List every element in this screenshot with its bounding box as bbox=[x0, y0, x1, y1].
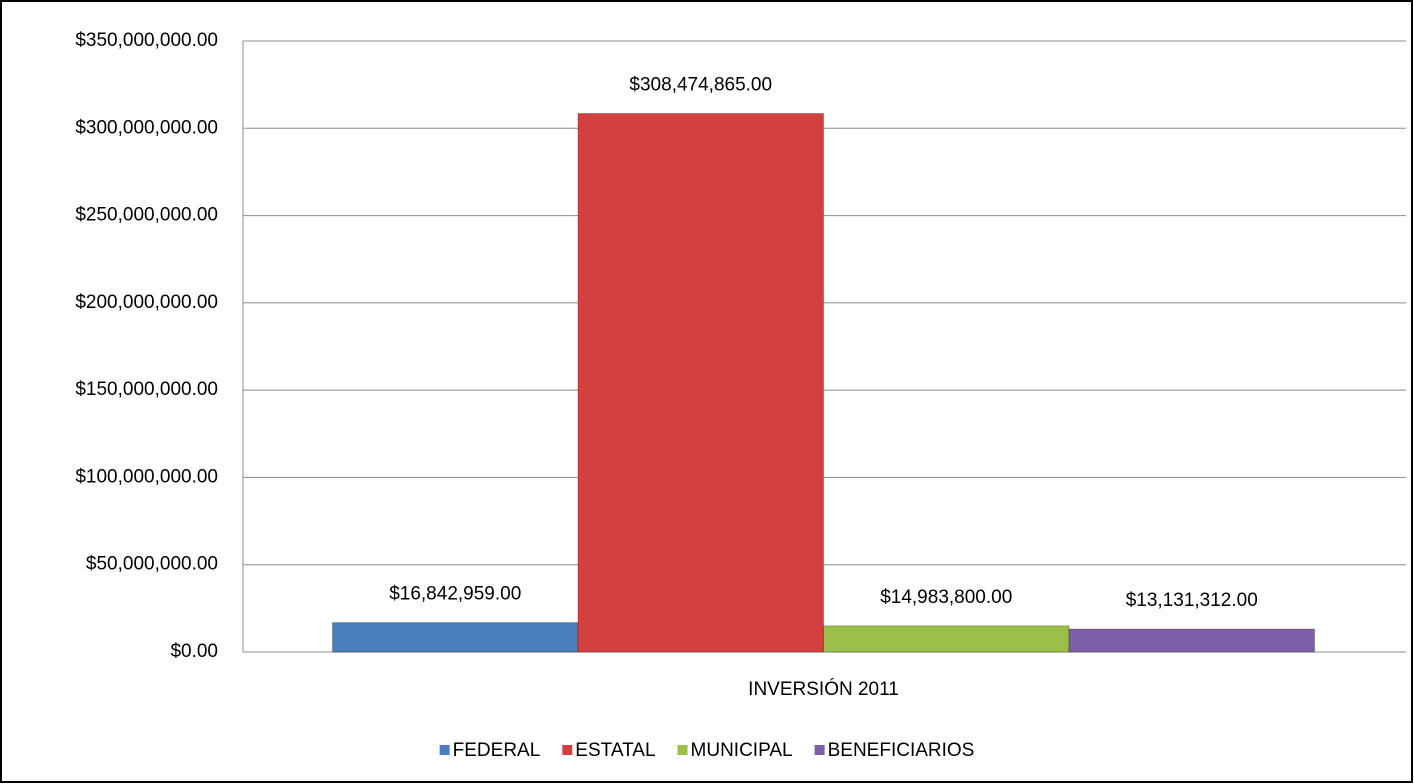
legend-label: FEDERAL bbox=[453, 740, 541, 761]
y-tick-label: $350,000,000.00 bbox=[75, 30, 218, 51]
y-tick-label: $250,000,000.00 bbox=[75, 205, 218, 226]
y-tick-label: $100,000,000.00 bbox=[75, 466, 218, 487]
legend-swatch bbox=[814, 745, 825, 755]
data-label: $13,131,312.00 bbox=[1126, 590, 1258, 611]
legend-swatch bbox=[562, 745, 573, 755]
legend-label: BENEFICIARIOS bbox=[828, 740, 975, 761]
legend-label: ESTATAL bbox=[575, 740, 655, 761]
bar bbox=[1068, 628, 1315, 653]
data-label: $16,842,959.00 bbox=[389, 584, 521, 605]
legend-label: MUNICIPAL bbox=[691, 740, 793, 761]
bar bbox=[332, 622, 579, 653]
x-tick-label: INVERSIÓN 2011 bbox=[748, 678, 899, 700]
y-tick-label: $300,000,000.00 bbox=[75, 117, 218, 138]
y-tick-label: $150,000,000.00 bbox=[75, 379, 218, 400]
y-tick-label: $200,000,000.00 bbox=[75, 292, 218, 313]
legend-swatch bbox=[677, 745, 688, 755]
y-tick-label: $50,000,000.00 bbox=[86, 554, 218, 575]
bar bbox=[577, 112, 824, 653]
y-tick-label: $0.00 bbox=[170, 641, 218, 662]
data-label: $14,983,800.00 bbox=[880, 587, 1012, 608]
legend-swatch bbox=[439, 745, 450, 755]
data-label: $308,474,865.00 bbox=[629, 75, 772, 96]
bar bbox=[823, 625, 1070, 653]
